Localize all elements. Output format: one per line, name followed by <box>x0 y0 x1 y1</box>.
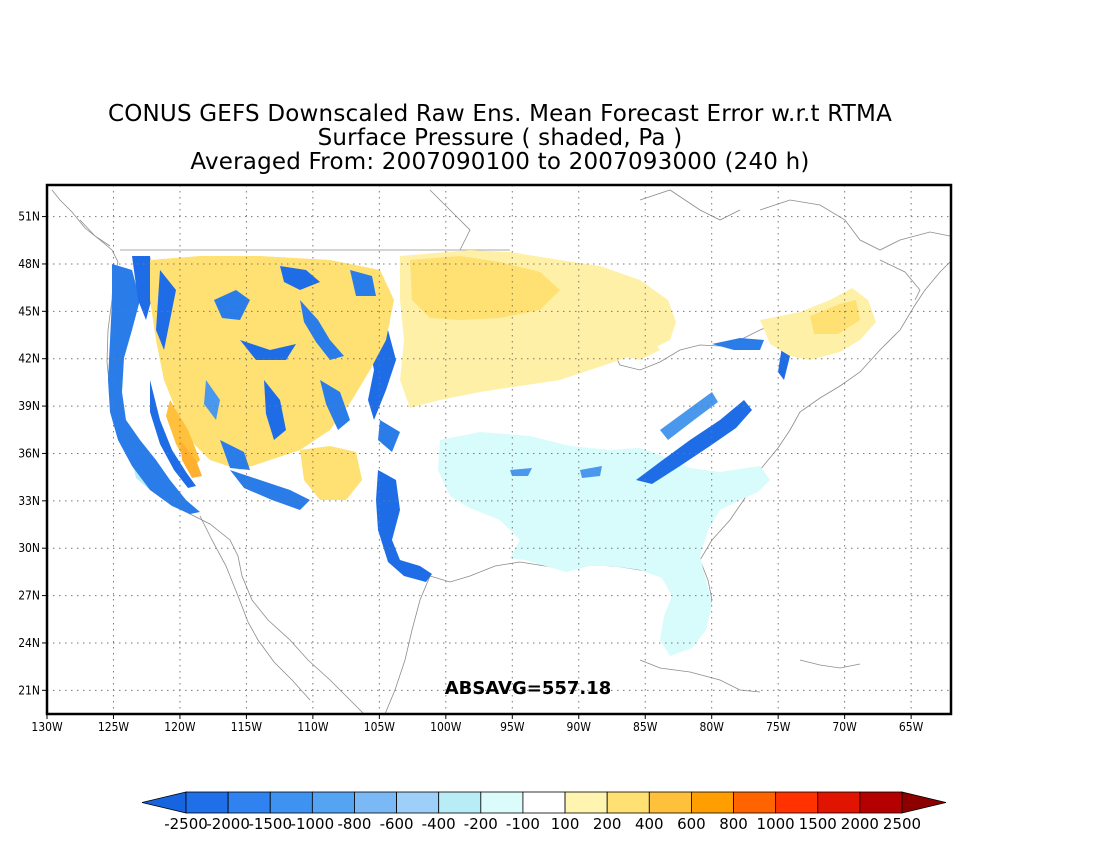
map-frame <box>45 183 953 716</box>
colorbar-label: -600 <box>380 815 414 833</box>
colorbar-label: -1000 <box>291 815 335 833</box>
colorbar-swatch <box>817 791 861 814</box>
colorbar-swatch <box>354 791 397 814</box>
lat-tick-label: 51N <box>18 210 40 224</box>
lat-tick-label: 21N <box>18 683 40 697</box>
lat-tick-label: 36N <box>18 446 40 460</box>
map-plot-area <box>47 185 951 714</box>
colorbar-label: 1500 <box>799 815 837 833</box>
lon-tick-label: 70W <box>832 720 857 734</box>
colorbar-label: 200 <box>593 815 622 833</box>
colorbar-label: -800 <box>337 815 371 833</box>
lon-tick-label: 120W <box>164 720 196 734</box>
title-line-3: Averaged From: 2007090100 to 2007093000 … <box>190 149 810 175</box>
colorbar-swatch <box>269 791 313 814</box>
colorbar-swatch <box>606 791 650 814</box>
colorbar-label: 400 <box>635 815 664 833</box>
colorbar-label: -2000 <box>206 815 250 833</box>
lon-tick-label: 85W <box>633 720 658 734</box>
lon-tick-label: 130W <box>31 720 63 734</box>
colorbar-swatch <box>227 791 271 814</box>
colorbar-label: -200 <box>464 815 498 833</box>
colorbar-label: -1500 <box>248 815 292 833</box>
colorbar-label: 800 <box>719 815 748 833</box>
lat-tick-label: 45N <box>18 304 40 318</box>
colorbar-label: 2500 <box>883 815 921 833</box>
lon-tick-label: 105W <box>364 720 396 734</box>
colorbar-swatch <box>859 791 903 814</box>
title-line-1: CONUS GEFS Downscaled Raw Ens. Mean Fore… <box>107 101 893 127</box>
chart-title: CONUS GEFS Downscaled Raw Ens. Mean Fore… <box>0 102 1000 174</box>
longitude-axis: 130W 125W 120W 115W 110W 105W 100W 95W 90W 85W 80W… <box>31 714 924 734</box>
lon-tick-label: 80W <box>699 720 724 734</box>
lat-tick-label: 30N <box>18 541 40 555</box>
colorbar-swatch <box>648 791 692 814</box>
lat-tick-label: 39N <box>18 399 40 413</box>
negative-error-streaks <box>156 266 376 470</box>
colorbar-swatch <box>775 791 819 814</box>
colorbar-label: 100 <box>551 815 580 833</box>
colorbar-swatch <box>480 791 524 814</box>
lat-tick-label: 24N <box>18 636 40 650</box>
title-line-2: Surface Pressure ( shaded, Pa ) <box>317 125 683 151</box>
colorbar-label: 2000 <box>841 815 879 833</box>
lon-tick-label: 90W <box>567 720 592 734</box>
colorbar-label: 600 <box>677 815 706 833</box>
colorbar: -2500-2000-1500-1000 -800 -600 -400 -200 -100… <box>141 791 947 833</box>
lon-tick-label: 65W <box>899 720 924 734</box>
colorbar-swatch <box>691 791 734 814</box>
lat-tick-label: 27N <box>18 589 40 603</box>
colorbar-max-arrow <box>901 791 947 814</box>
colorbar-label: 1000 <box>757 815 795 833</box>
colorbar-label: -400 <box>422 815 456 833</box>
colorbar-swatch <box>311 791 355 814</box>
colorbar-swatch <box>522 791 566 814</box>
lon-tick-label: 95W <box>500 720 525 734</box>
lon-tick-label: 125W <box>98 720 130 734</box>
lon-tick-label: 115W <box>231 720 263 734</box>
colorbar-min-arrow <box>141 791 187 814</box>
lat-tick-label: 48N <box>18 257 40 271</box>
graticule-grid <box>47 185 951 714</box>
colorbar-swatch <box>438 791 482 814</box>
colorbar-swatch <box>185 791 229 814</box>
colorbar-swatch <box>564 791 608 814</box>
colorbar-swatch <box>396 791 440 814</box>
colorbar-swatch <box>733 791 777 814</box>
latitude-axis: 21N 24N 27N 30N 33N 36N 39N 42N 45N 48N 51N <box>18 210 47 697</box>
lat-tick-label: 33N <box>18 494 40 508</box>
absavg-annotation: ABSAVG=557.18 <box>445 678 612 699</box>
lat-tick-label: 42N <box>18 352 40 366</box>
colorbar-label: -100 <box>506 815 540 833</box>
lon-tick-label: 100W <box>430 720 462 734</box>
colorbar-label: -2500 <box>164 815 208 833</box>
coastlines <box>51 189 951 714</box>
lon-tick-label: 75W <box>766 720 791 734</box>
lon-tick-label: 110W <box>297 720 329 734</box>
